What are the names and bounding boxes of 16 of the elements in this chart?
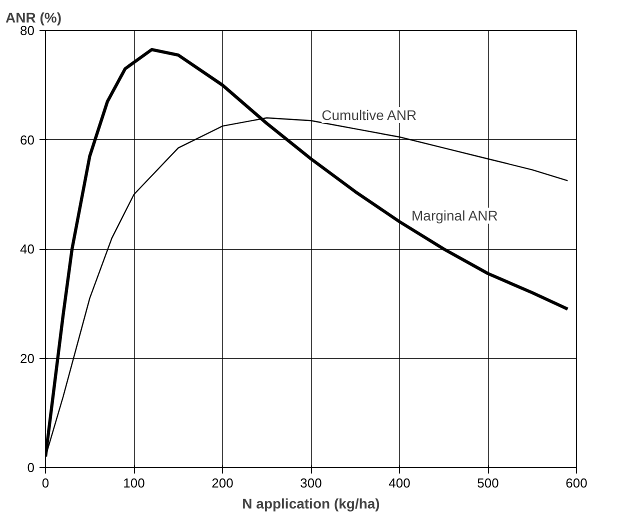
y-tick-label: 40: [20, 242, 35, 256]
x-tick-label: 0: [42, 476, 50, 490]
y-tick-label: 0: [27, 460, 35, 475]
x-tick-label: 200: [212, 476, 234, 490]
series-label: Marginal ANR: [412, 208, 498, 224]
x-axis-title: N application (kg/ha): [242, 496, 380, 512]
series-label: Cumultive ANR: [322, 107, 417, 124]
y-tick-label: 20: [20, 350, 35, 366]
x-tick-label: 300: [300, 476, 322, 490]
x-tick-label: 500: [477, 476, 499, 490]
y-tick-label: 80: [20, 23, 35, 38]
x-tick-label: 100: [123, 476, 145, 490]
y-tick-label: 60: [20, 132, 35, 148]
x-tick-label: 400: [388, 476, 410, 490]
y-axis-title: ANR (%): [6, 10, 62, 26]
x-tick-label: 600: [566, 476, 588, 490]
